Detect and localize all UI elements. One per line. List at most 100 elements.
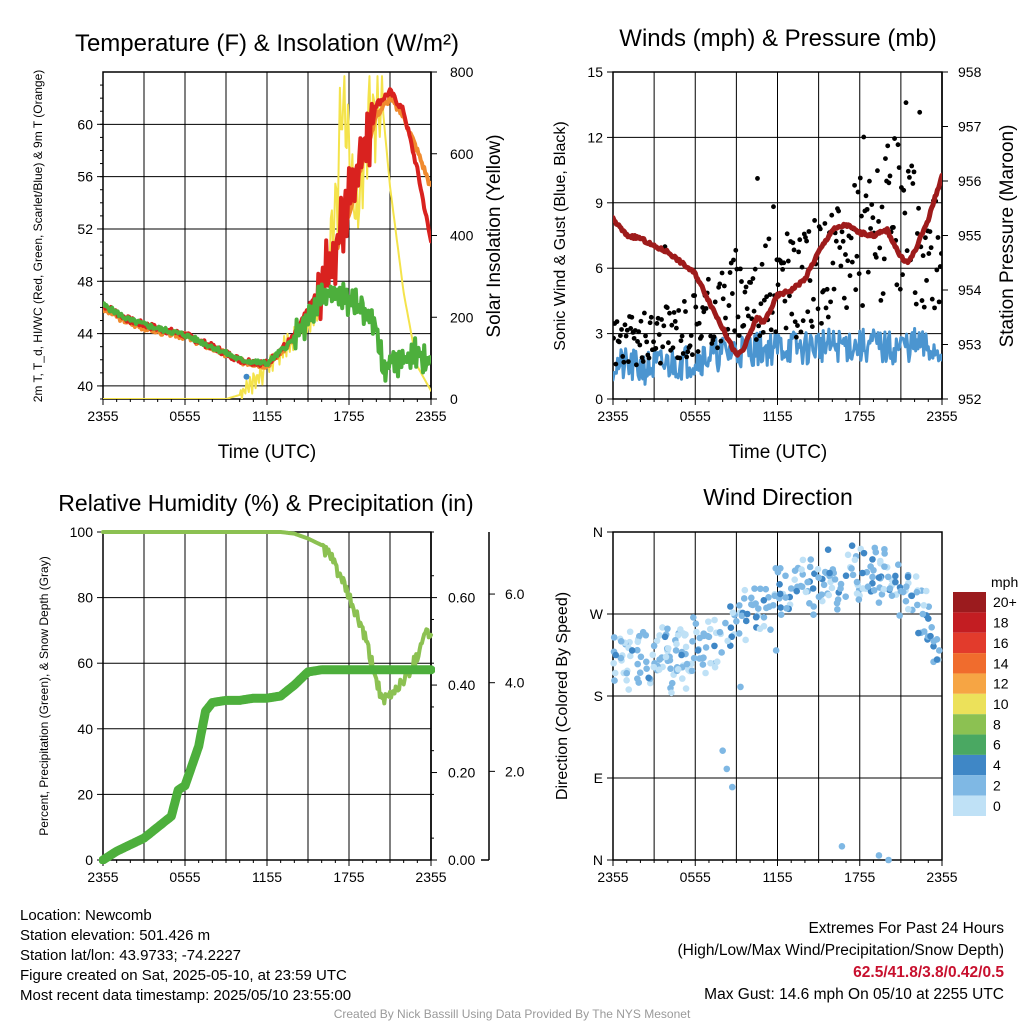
gust-point [719,270,725,276]
gust-point [679,333,685,339]
direction-point [842,572,850,580]
direction-point [908,592,916,600]
gust-point [800,318,806,324]
direction-point [880,585,888,593]
gust-point [748,280,754,285]
colorbar-label: 8 [993,716,1001,732]
direction-point [875,574,883,581]
y2-tick-label: 957 [958,119,982,135]
colorbar-label: 12 [993,676,1009,692]
direction-point [928,623,935,631]
direction-point [719,747,726,754]
credit-text: Created By Nick Bassill Using Data Provi… [333,1007,691,1021]
y2-tick-label: 200 [450,309,474,325]
direction-point [627,652,634,660]
direction-point [711,663,719,671]
direction-point [702,669,709,677]
colorbar-label: 18 [993,615,1009,631]
y-tick-label: 48 [77,273,93,289]
direction-point [728,633,735,641]
colorbar-label: 4 [993,757,1001,773]
direction-point [760,622,768,630]
direction-point [896,612,903,619]
direction-point [776,581,783,588]
y2-tick-label: 600 [450,146,474,162]
gust-point [664,305,670,311]
gust-point [804,238,810,244]
series-group [103,75,431,399]
direction-point [924,615,932,622]
direction-point [737,683,744,691]
gust-point [920,253,926,259]
location-text: Location: Newcomb [20,907,152,924]
gust-point [909,163,915,169]
gust-point [761,297,767,303]
direction-point [727,624,735,631]
direction-point [748,594,755,602]
gust-point [869,202,875,207]
direction-point [735,630,743,637]
direction-point [806,563,814,571]
gust-point [717,281,723,287]
direction-point [767,626,774,633]
direction-point [724,637,731,645]
gust-point [798,329,804,335]
direction-point [661,633,669,641]
direction-point [700,654,707,662]
x-tick-label: 2355 [597,869,628,885]
y-tick-label: 56 [77,169,93,185]
direction-point [828,584,836,592]
direction-point [912,573,920,580]
gust-point [731,257,736,263]
gust-point [861,134,867,140]
colorbar-swatch [953,795,986,816]
colorbar-label: 10 [993,696,1009,712]
direction-point [860,549,868,557]
y-tick-label: 0 [85,852,93,868]
direction-point [760,614,768,621]
gust-point [653,345,659,351]
gust-point [654,321,660,326]
gust-point [696,320,702,326]
x-tick-label: 2355 [87,869,118,885]
direction-point [810,611,817,618]
gust-point [628,326,634,331]
gust-point [680,351,686,356]
gust-point [758,301,764,307]
direction-point [664,625,671,633]
y-tick-label: E [594,770,603,786]
direction-point [853,590,861,597]
gust-point [837,245,843,250]
gust-point [853,287,859,293]
gust-point [684,354,690,360]
gust-point [809,324,815,330]
gust-point [854,253,860,259]
direction-point [753,613,760,620]
direction-point [700,630,708,637]
direction-point [636,669,644,676]
y-tick-label: 52 [77,221,93,237]
gust-point [635,339,640,344]
gust-point [742,289,748,295]
colorbar-swatch [953,714,986,735]
direction-point [649,651,657,659]
gust-point [767,292,773,298]
gust-point [881,256,887,262]
x-tick-label: 1755 [333,408,364,424]
direction-point [689,638,696,645]
direction-point [744,610,751,618]
direction-point [668,689,675,697]
gust-point [676,308,682,313]
gust-point [656,332,662,338]
direction-point [838,843,846,850]
gust-point [750,276,756,281]
direction-point [625,686,633,693]
gust-point [845,258,851,264]
extremes-block: Extremes For Past 24 Hours (High/Low/Max… [678,918,1005,1006]
direction-point [674,632,682,639]
direction-point [870,566,877,574]
recent-data-text: Most recent data timestamp: 2025/05/10 2… [20,987,352,1004]
direction-point [738,612,746,620]
direction-point [798,566,805,573]
